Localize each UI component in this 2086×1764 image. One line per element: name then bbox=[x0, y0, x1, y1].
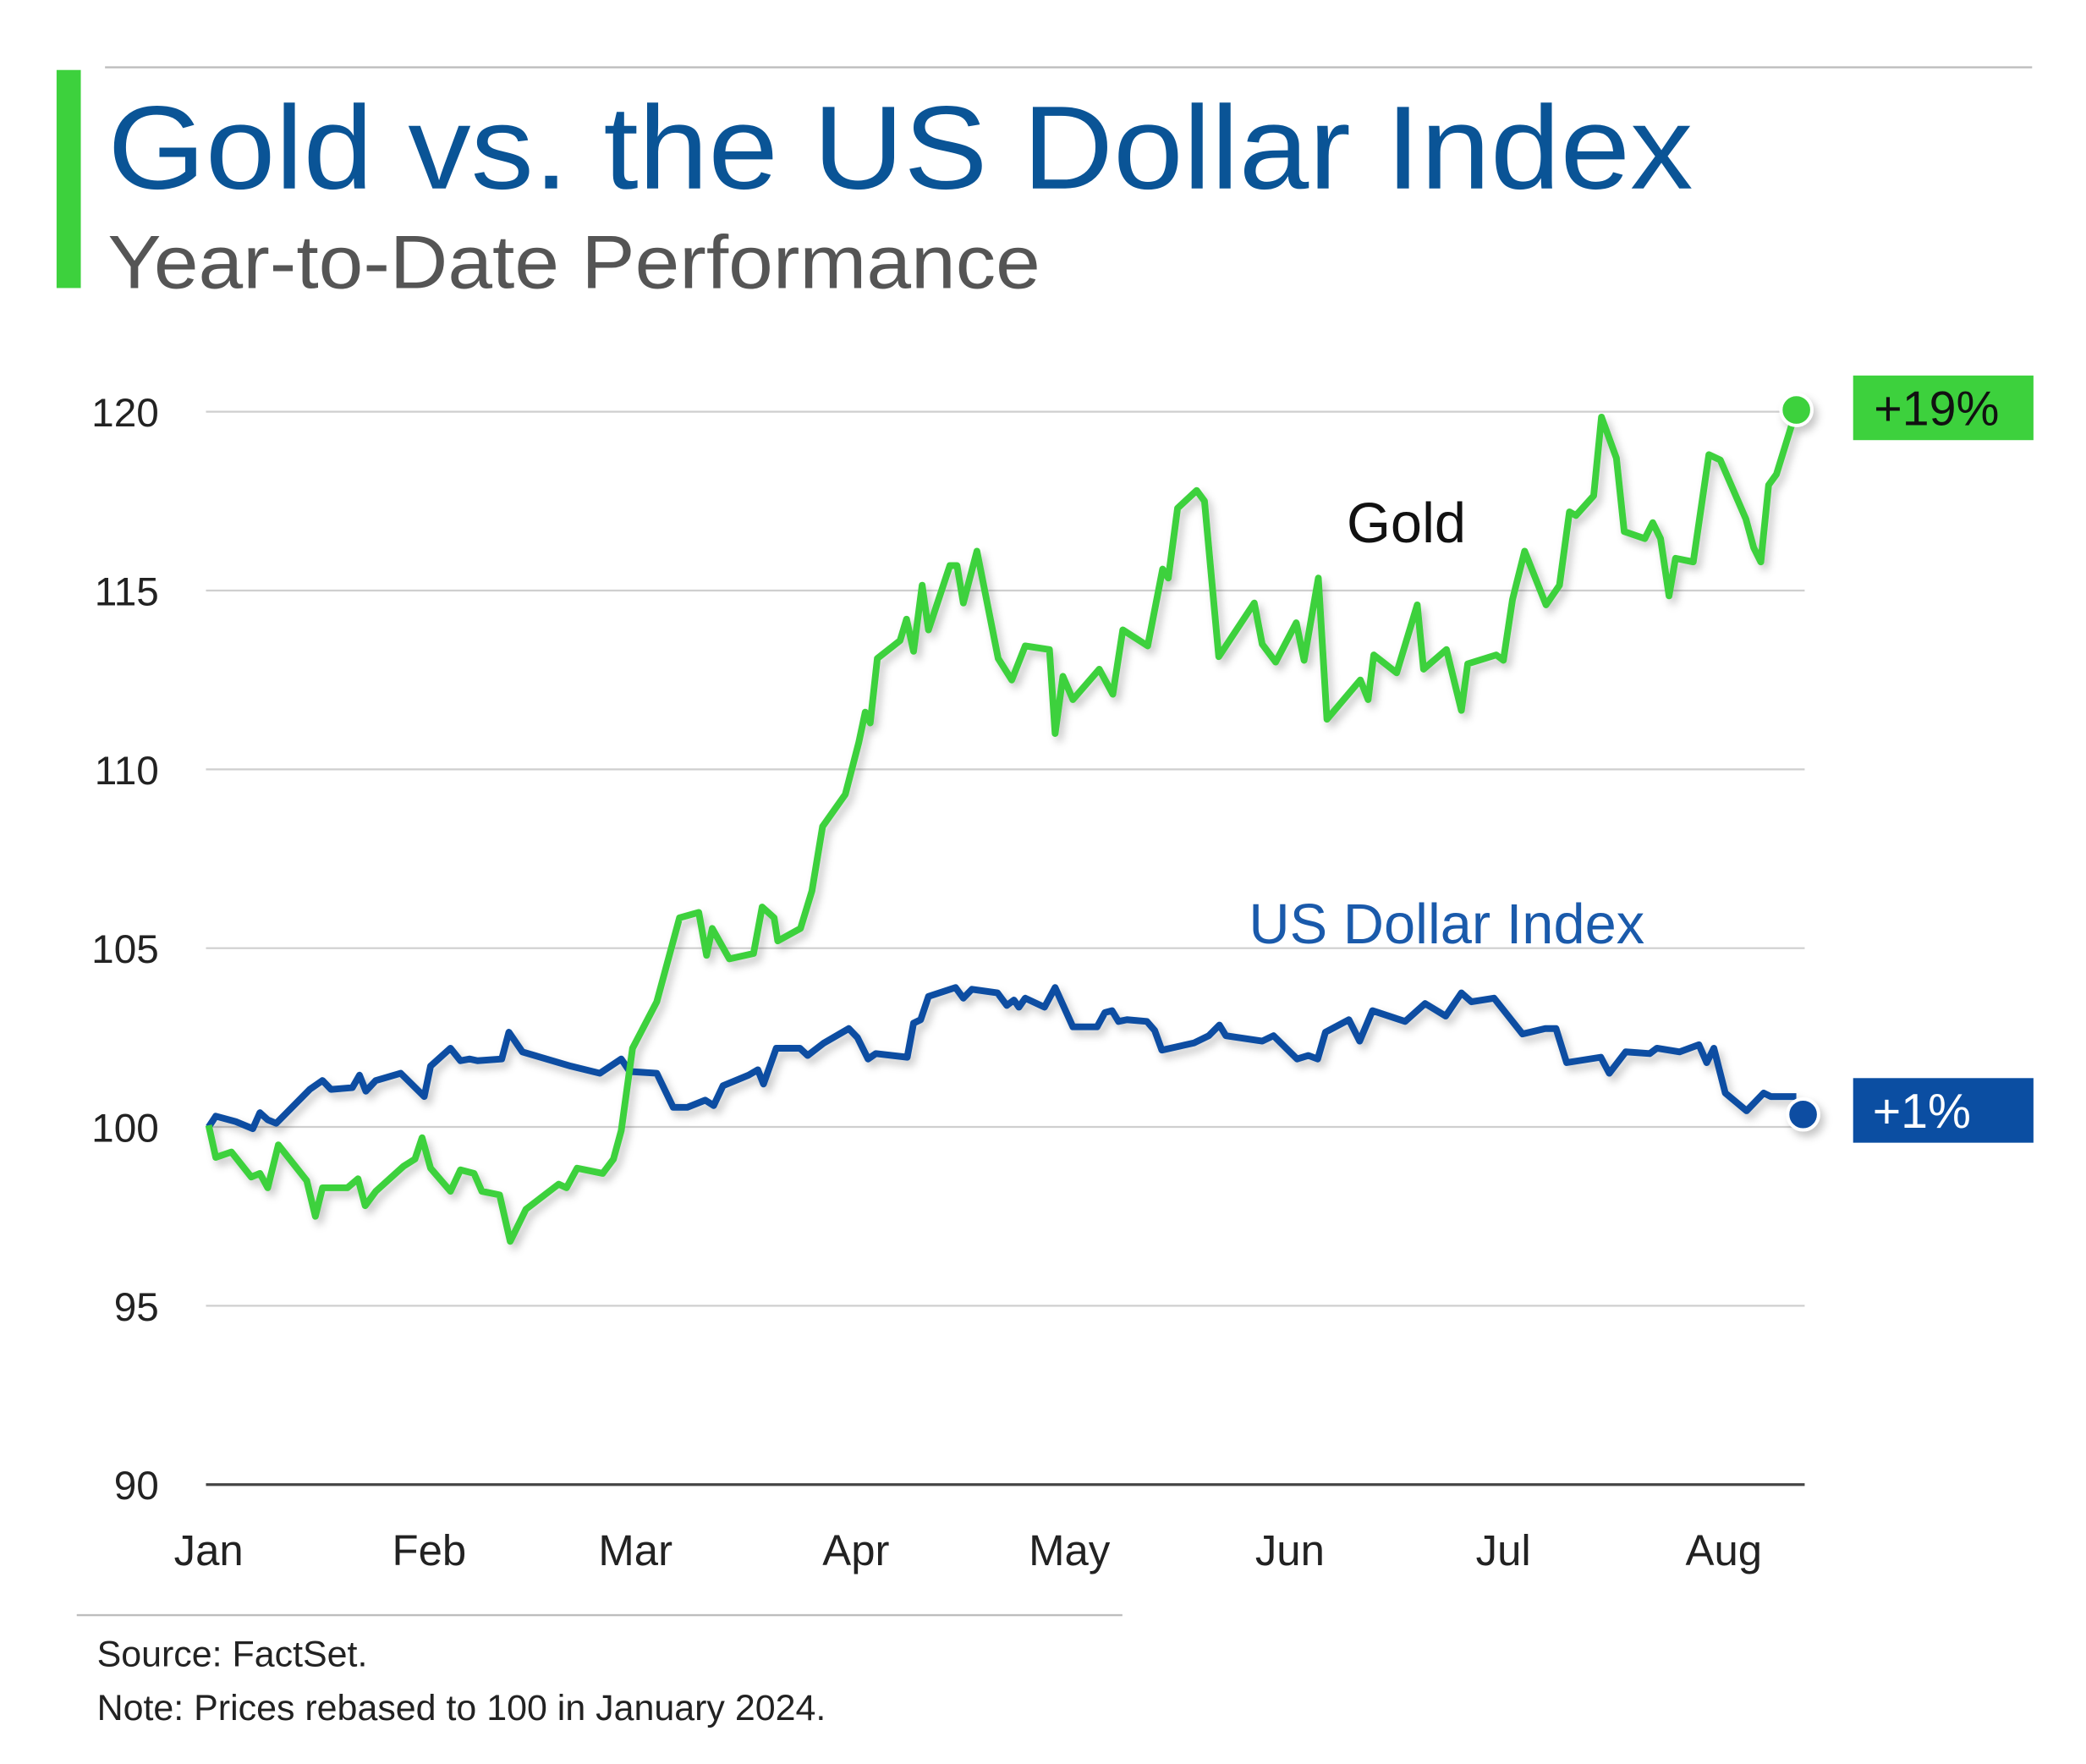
badge-gold bbox=[1853, 375, 2034, 441]
end-dot-gold bbox=[1779, 393, 1814, 427]
note-text: Note: Prices rebased to 100 in January 2… bbox=[97, 1688, 826, 1728]
series-line-gold bbox=[205, 409, 1800, 1245]
badge-usd bbox=[1853, 1078, 2034, 1143]
chart-title: Gold vs. the US Dollar Index bbox=[107, 81, 1693, 214]
x-tick-label: Aug bbox=[1686, 1526, 1763, 1574]
y-tick-label: 95 bbox=[114, 1285, 159, 1330]
series-label-gold: Gold bbox=[1347, 492, 1466, 555]
title-accent-bar bbox=[56, 69, 81, 289]
y-tick-label: 110 bbox=[95, 749, 159, 794]
y-tick-label: 120 bbox=[91, 391, 159, 436]
series-line-us-dollar-index bbox=[206, 984, 1797, 1133]
y-tick-label: 105 bbox=[91, 927, 159, 972]
y-tick-label: 100 bbox=[91, 1107, 159, 1151]
y-tick-label: 90 bbox=[114, 1464, 159, 1508]
x-tick-label: Mar bbox=[598, 1526, 672, 1574]
x-axis-ticks: Jan Feb Mar Apr May Jun Jul Aug bbox=[174, 1526, 1763, 1574]
x-tick-label: Feb bbox=[392, 1526, 466, 1574]
gridlines bbox=[206, 410, 1805, 1486]
source-text: Source: FactSet. bbox=[97, 1635, 368, 1675]
chart-subtitle: Year-to-Date Performance bbox=[107, 219, 1040, 304]
x-tick-label: May bbox=[1029, 1526, 1111, 1574]
y-axis-ticks: 90 95 100 105 110 115 120 bbox=[91, 391, 159, 1508]
end-dot-us-dollar-index bbox=[1786, 1096, 1820, 1132]
x-tick-label: Apr bbox=[822, 1526, 889, 1574]
x-tick-label: Jan bbox=[174, 1526, 244, 1574]
x-tick-label: Jul bbox=[1476, 1526, 1531, 1574]
badge-gold-text: +19% bbox=[1874, 382, 1999, 437]
x-tick-label: Jun bbox=[1255, 1526, 1325, 1574]
y-tick-label: 115 bbox=[95, 569, 159, 614]
series-label-us-dollar-index: US Dollar Index bbox=[1249, 893, 1644, 956]
badge-usd-text: +1% bbox=[1873, 1085, 1971, 1139]
